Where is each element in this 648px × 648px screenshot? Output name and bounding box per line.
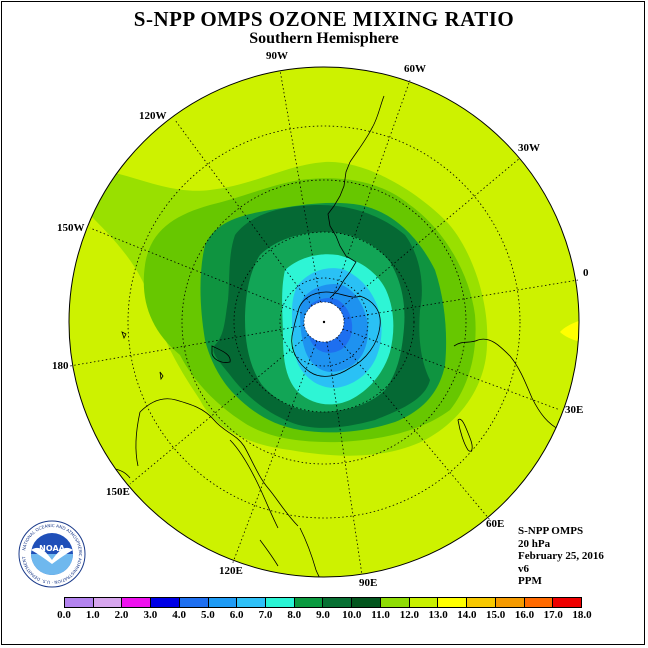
lon-label-90e: 90E [359,577,378,589]
noaa-logo-text: NOAA [39,544,65,553]
colorbar-tick-label: 12.0 [399,609,419,621]
colorbar-swatch [524,598,554,607]
colorbar-tick-label: 4.0 [172,609,186,621]
colorbar-swatch [380,598,410,607]
contour-yellow [560,318,579,344]
noaa-logo: NATIONAL OCEANIC AND ATMOSPHERIC ADMINIS… [18,520,86,588]
lon-label-60w: 60W [404,63,426,75]
info-date: February 25, 2016 [518,550,604,562]
lon-label-120w: 120W [139,110,167,122]
colorbar-tick-label: 7.0 [258,609,273,621]
colorbar-swatch [151,598,180,607]
colorbar-swatch [266,598,295,607]
colorbar [64,597,582,608]
info-level: 20 hPa [518,537,551,550]
colorbar-ticks: 0.0 1.0 2.0 3.0 4.0 5.0 6.0 7.0 8.0 9.0 10.0 11.0 12… [0,609,648,623]
colorbar-swatch [467,598,496,607]
colorbar-tick-label: 11.0 [371,609,390,621]
colorbar-tick-label: 15.0 [486,609,506,621]
colorbar-swatch [438,598,468,607]
colorbar-swatch [352,598,381,607]
colorbar-swatch [323,598,353,607]
lon-label-30e: 30E [565,404,584,416]
colorbar-swatch [553,598,581,607]
lon-label-0: 0 [583,267,589,279]
colorbar-swatch [237,598,267,607]
colorbar-tick-label: 2.0 [114,609,129,621]
colorbar-tick-label: 9.0 [316,609,330,621]
info-version: v6 [518,562,529,575]
lon-label-30w: 30W [518,142,540,154]
colorbar-swatch [409,598,439,607]
colorbar-swatch [294,598,324,607]
colorbar-tick-label: 8.0 [287,609,302,621]
colorbar-swatch [179,598,209,607]
lon-label-150w: 150W [57,222,85,234]
colorbar-swatch [495,598,525,607]
colorbar-swatch [65,598,94,607]
info-units: PPM [518,575,542,587]
map-subtitle: Southern Hemisphere [249,30,399,47]
lon-label-150e: 150E [106,486,130,498]
info-instrument: S-NPP OMPS [518,525,584,537]
colorbar-tick-label: 6.0 [229,609,244,621]
lon-label-120e: 120E [219,565,243,577]
colorbar-swatch [122,598,152,607]
colorbar-tick-label: 10.0 [342,609,362,621]
info-block: S-NPP OMPS 20 hPa February 25, 2016 v6 P… [518,525,604,588]
colorbar-tick-label: 1.0 [85,609,100,621]
colorbar-tick-label: 13.0 [428,609,448,621]
colorbar-tick-label: 0.0 [57,609,71,621]
coastlines [99,95,561,577]
graticule [68,66,580,578]
colorbar-tick-label: 18.0 [572,609,592,621]
colorbar-tick-label: 14.0 [457,609,477,621]
lon-label-90w: 90W [266,50,288,62]
colorbar-swatch [208,598,238,607]
colorbar-tick-label: 17.0 [543,609,563,621]
colorbar-swatch [93,598,123,607]
lon-label-60e: 60E [486,518,505,530]
colorbar-tick-label: 16.0 [514,609,535,621]
lon-label-180: 180 [52,360,69,372]
colorbar-tick-label: 5.0 [201,609,215,621]
pole-cap [303,301,345,343]
map-title: S-NPP OMPS OZONE MIXING RATIO [133,7,515,31]
colorbar-tick-label: 3.0 [143,609,158,621]
